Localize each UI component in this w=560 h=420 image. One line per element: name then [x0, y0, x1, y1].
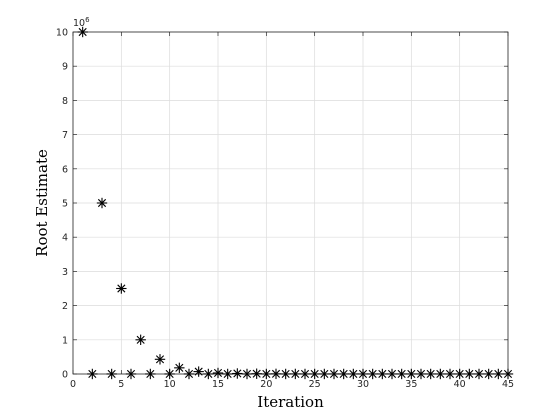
x-tick-label: 15 — [212, 379, 224, 390]
data-point — [406, 368, 417, 380]
data-point — [473, 368, 485, 380]
data-point — [348, 368, 359, 380]
x-axis-label: Iteration — [257, 393, 324, 411]
data-point — [493, 368, 504, 380]
data-point — [415, 368, 427, 380]
y-tick-labels: 0 1 2 3 4 5 6 7 8 9 10 — [56, 28, 68, 381]
y-tick-label: 3 — [62, 267, 68, 278]
data-point — [483, 368, 494, 380]
y-tick-label: 2 — [62, 301, 68, 312]
data-point — [125, 368, 137, 380]
data-point — [377, 368, 388, 380]
data-point — [444, 368, 456, 380]
data-point — [396, 368, 407, 380]
y-exponent-power: 6 — [85, 16, 90, 24]
data-point — [464, 368, 475, 380]
data-point — [251, 368, 262, 379]
data-markers — [77, 26, 514, 380]
x-tick-labels: 0 5 10 15 20 25 30 35 40 45 — [70, 379, 514, 390]
y-tick-label: 1 — [62, 335, 68, 346]
y-tick-label: 7 — [62, 130, 68, 141]
y-tick-label: 8 — [62, 96, 68, 107]
data-point — [435, 368, 446, 380]
y-tick-label: 9 — [62, 62, 68, 73]
data-point — [96, 197, 108, 209]
x-tick-label: 40 — [454, 379, 466, 390]
data-point — [502, 368, 514, 380]
y-tick-label: 6 — [62, 164, 68, 175]
data-point — [203, 368, 214, 380]
data-point — [183, 368, 195, 380]
grid-lines — [72, 31, 509, 375]
y-axis-label: Root Estimate — [33, 149, 51, 257]
x-tick-label: 45 — [502, 379, 514, 390]
data-point — [425, 368, 436, 380]
data-point — [290, 368, 301, 380]
data-point — [328, 368, 340, 380]
data-point — [116, 283, 127, 294]
y-tick-label: 10 — [56, 28, 68, 39]
y-tick-label: 0 — [62, 370, 68, 381]
data-point — [232, 368, 243, 379]
data-point — [367, 368, 378, 380]
data-point — [164, 368, 175, 380]
y-tick-label: 5 — [62, 199, 68, 210]
data-point — [106, 368, 117, 380]
data-point — [299, 368, 311, 380]
data-point — [386, 368, 398, 380]
data-point — [454, 368, 465, 380]
x-tick-label: 5 — [118, 379, 124, 390]
y-exponent-base: 10 — [73, 18, 85, 29]
data-point — [319, 368, 330, 380]
data-point — [241, 368, 253, 380]
data-point — [222, 368, 233, 380]
x-tick-label: 10 — [164, 379, 176, 390]
data-point — [174, 362, 185, 374]
data-point — [357, 368, 369, 380]
x-tick-label: 20 — [260, 379, 272, 390]
data-point — [280, 368, 291, 380]
x-tick-label: 30 — [357, 379, 369, 390]
data-point — [309, 368, 320, 380]
data-point — [270, 368, 282, 380]
data-point — [145, 368, 156, 380]
data-point — [77, 26, 88, 38]
y-tick-label: 4 — [62, 233, 68, 244]
data-point — [212, 367, 224, 379]
data-point — [154, 354, 166, 365]
y-exponent-label: 106 — [73, 16, 90, 29]
data-point — [193, 366, 204, 377]
x-tick-label: 25 — [309, 379, 321, 390]
x-tick-label: 35 — [405, 379, 417, 390]
data-point — [87, 368, 98, 380]
data-point — [135, 334, 146, 345]
data-point — [338, 368, 349, 380]
data-point — [261, 368, 272, 380]
x-tick-label: 0 — [70, 379, 76, 390]
